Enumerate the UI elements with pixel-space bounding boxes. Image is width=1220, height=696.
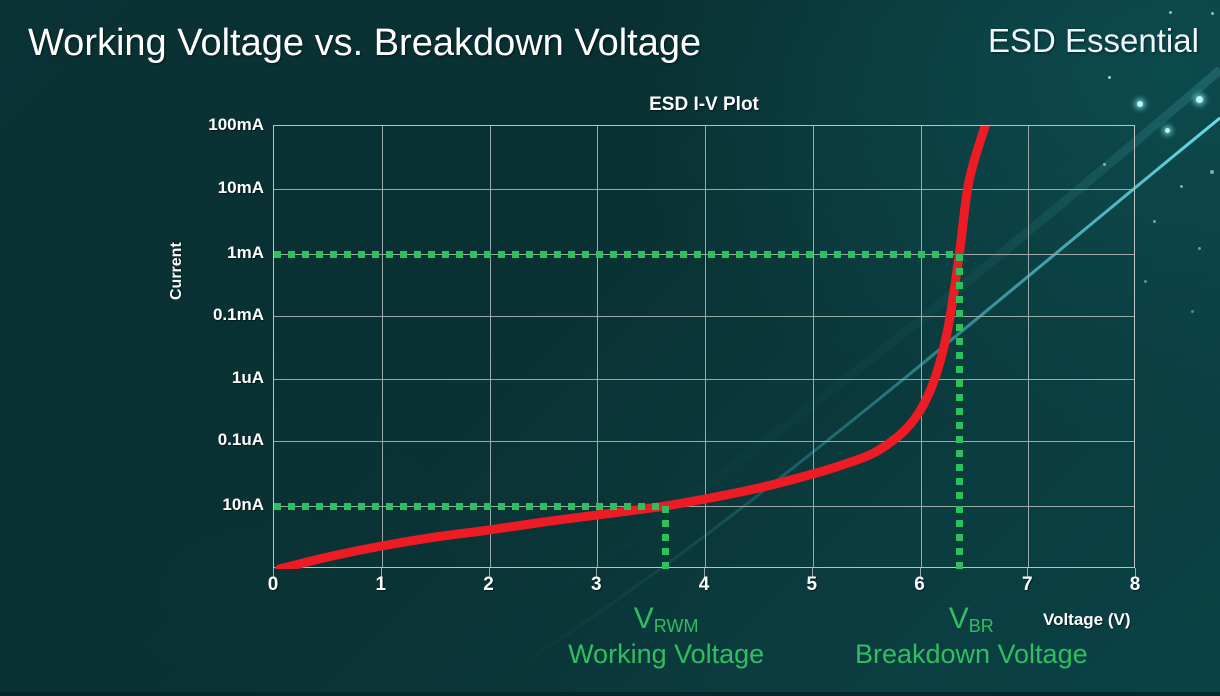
gridline-vertical: [381, 126, 383, 567]
plot-area: [273, 125, 1135, 569]
chart-title: ESD I-V Plot: [649, 94, 759, 115]
gridline-horizontal: [274, 441, 1134, 442]
x-tick-label: 5: [806, 574, 818, 595]
gridline-vertical: [597, 126, 599, 567]
y-tick-label: 0.1uA: [217, 430, 264, 449]
page-title: Working Voltage vs. Breakdown Voltage: [28, 22, 702, 64]
x-tick-mark: [488, 568, 490, 577]
annotation-symbol: VRWM: [633, 602, 699, 637]
y-tick-label: 1mA: [227, 243, 264, 262]
annotation-working-voltage: VRWM Working Voltage: [568, 602, 765, 670]
x-tick-mark: [273, 568, 274, 577]
dotted-line-breakdown-voltage-vertical: [956, 254, 964, 569]
gridline-horizontal: [274, 189, 1134, 190]
x-tick-label: 1: [375, 574, 387, 595]
x-tick-mark: [1027, 568, 1029, 577]
annotation-caption: Working Voltage: [568, 639, 765, 669]
y-axis-title: Current: [168, 242, 185, 300]
annotation-subscript: RWM: [653, 616, 699, 636]
y-tick-label: 0.1mA: [212, 305, 264, 324]
gridline-horizontal: [274, 316, 1134, 317]
bottom-edge-strip: [0, 692, 1220, 696]
x-tick-label: 3: [590, 574, 602, 595]
annotation-symbol: VBR: [948, 602, 994, 637]
x-tick-label: 8: [1129, 574, 1141, 595]
x-axis-title: Voltage (V): [1043, 610, 1131, 629]
gridline-horizontal: [274, 379, 1134, 380]
iv-curve: [274, 126, 990, 569]
x-tick-mark: [380, 568, 382, 577]
y-tick-label: 100mA: [208, 115, 264, 134]
gridline-vertical: [489, 126, 491, 567]
y-tick-label: 10nA: [222, 495, 264, 514]
x-tick-label: 0: [267, 574, 279, 595]
annotation-subscript: BR: [968, 616, 994, 636]
x-tick-mark: [1135, 568, 1136, 577]
x-tick-label: 2: [483, 574, 494, 595]
x-tick-mark: [596, 568, 598, 577]
gridline-vertical: [920, 126, 922, 567]
dotted-line-breakdown-voltage-horizontal: [274, 251, 960, 258]
x-tick-label: 6: [914, 574, 925, 595]
y-tick-label: 10mA: [217, 178, 264, 197]
x-tick-label: 7: [1021, 574, 1033, 595]
annotation-breakdown-voltage: VBR Breakdown Voltage: [854, 602, 1088, 670]
gridline-horizontal: [274, 506, 1134, 507]
dotted-line-working-voltage-vertical: [662, 506, 670, 569]
x-tick-label: 4: [698, 574, 710, 595]
gridline-vertical: [812, 126, 814, 567]
brand-label: ESD Essential: [988, 22, 1199, 59]
x-tick-mark: [704, 568, 705, 577]
y-tick-label: 1uA: [231, 368, 264, 387]
gridline-vertical: [705, 126, 706, 567]
annotation-caption: Breakdown Voltage: [854, 639, 1088, 669]
gridline-vertical: [1028, 126, 1030, 567]
x-tick-mark: [919, 568, 921, 577]
dotted-line-working-voltage-horizontal: [274, 503, 666, 510]
x-tick-mark: [811, 568, 813, 577]
